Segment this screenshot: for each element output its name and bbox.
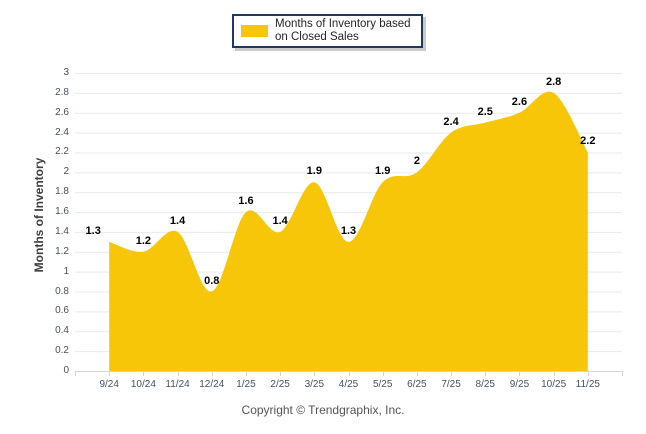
data-label: 2.5 xyxy=(477,105,493,118)
y-tick-label: 1.4 xyxy=(55,225,69,237)
legend-label-line2: on Closed Sales xyxy=(275,31,359,43)
y-tick-label: 3 xyxy=(63,67,69,78)
y-tick-label: 0.6 xyxy=(55,305,69,317)
y-tick-label: 0.2 xyxy=(55,345,69,357)
x-tick-label: 2/25 xyxy=(270,379,290,390)
data-label: 2.8 xyxy=(545,75,562,88)
x-tick-label: 5/25 xyxy=(372,379,393,390)
y-tick-label: 1.8 xyxy=(55,186,69,198)
x-tick-label: 9/25 xyxy=(509,379,530,390)
x-tick-label: 3/25 xyxy=(304,379,325,390)
x-tick-label: 11/24 xyxy=(165,379,190,390)
data-label: 1.2 xyxy=(135,234,152,247)
data-label: 2.4 xyxy=(443,115,459,128)
x-tick-label: 9/24 xyxy=(99,379,119,390)
x-tick-label: 12/24 xyxy=(199,379,225,390)
copyright-text: Copyright © Trendgraphix, Inc. xyxy=(241,403,405,417)
data-label: 0.8 xyxy=(204,274,220,287)
data-label: 1.4 xyxy=(272,214,288,227)
data-label: 1.3 xyxy=(340,224,357,237)
y-tick-label: 2.6 xyxy=(55,106,69,118)
data-label: 1.9 xyxy=(306,165,322,178)
y-tick-label: 1 xyxy=(63,265,69,277)
y-tick-label: 2.4 xyxy=(55,126,69,138)
legend-label-line1: Months of Inventory based xyxy=(275,17,411,30)
chart-legend: Months of Inventory based on Closed Sales xyxy=(232,14,423,48)
legend-swatch-closed-sales xyxy=(241,25,268,37)
data-label: 2 xyxy=(413,155,420,168)
data-label: 2.6 xyxy=(511,95,528,108)
y-tick-label: 1.6 xyxy=(55,206,69,218)
inventory-area-series xyxy=(109,91,588,371)
y-tick-label: 2.2 xyxy=(55,146,69,158)
data-label: 1.3 xyxy=(85,224,101,237)
x-tick-label: 11/25 xyxy=(575,379,600,390)
x-tick-label: 1/25 xyxy=(236,379,256,390)
y-tick-label: 2 xyxy=(63,166,69,178)
data-label: 2.2 xyxy=(580,135,596,148)
y-tick-label: 2.8 xyxy=(55,86,69,98)
x-tick-label: 4/25 xyxy=(338,379,359,390)
y-tick-label: 0 xyxy=(63,365,69,376)
x-tick-label: 10/24 xyxy=(130,379,156,390)
data-label: 1.9 xyxy=(375,165,391,178)
y-tick-label: 0.4 xyxy=(55,325,69,337)
x-tick-label: 6/25 xyxy=(407,379,427,390)
y-tick-label: 0.8 xyxy=(55,285,69,297)
x-tick-label: 8/25 xyxy=(475,379,495,390)
x-tick-label: 10/25 xyxy=(541,379,567,390)
x-tick-label: 7/25 xyxy=(441,379,461,390)
legend-label: Months of Inventory based on Closed Sales xyxy=(275,18,411,45)
y-tick-label: 1.2 xyxy=(55,245,69,257)
data-label: 1.6 xyxy=(238,195,254,208)
data-label: 1.4 xyxy=(169,214,186,227)
